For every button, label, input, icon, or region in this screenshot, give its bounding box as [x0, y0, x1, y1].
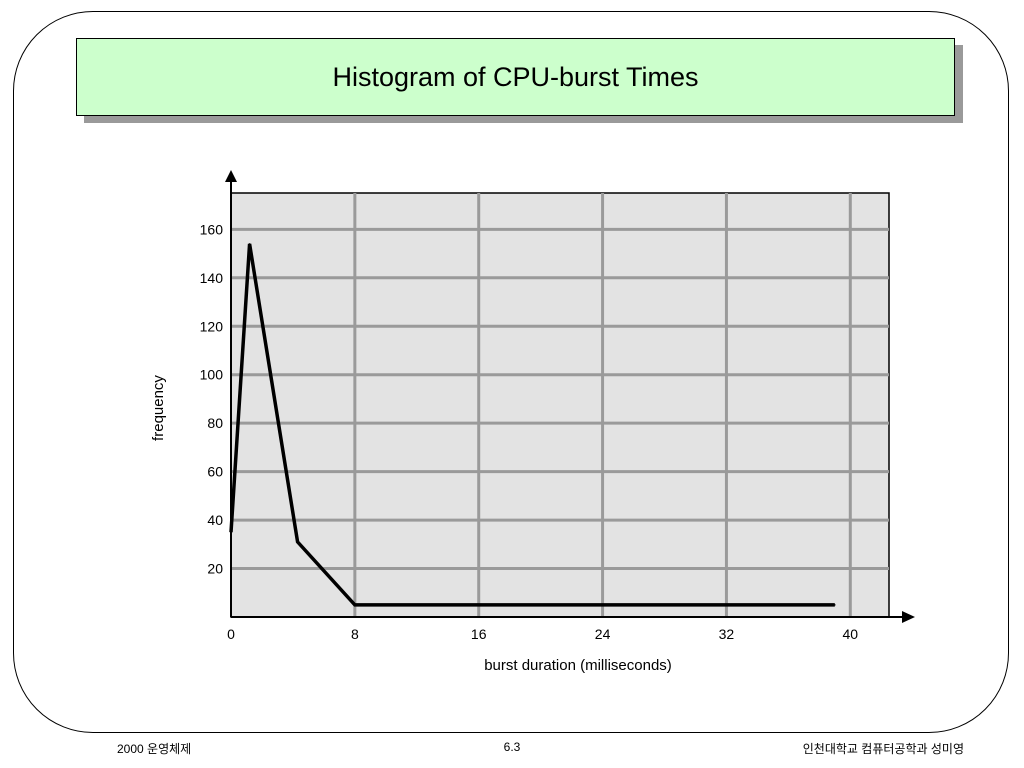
axes [225, 170, 915, 623]
data-point [354, 604, 356, 606]
data-point [834, 604, 836, 606]
x-tick-label: 40 [843, 626, 859, 642]
x-tick-label: 0 [227, 626, 235, 642]
series-layer [229, 243, 836, 607]
x-axis-arrow [902, 611, 915, 623]
x-tick-label: 8 [351, 626, 359, 642]
y-axis-arrow [225, 170, 237, 182]
y-tick-label: 120 [200, 318, 224, 334]
x-tick-label: 16 [471, 626, 487, 642]
footer-page-number: 6.3 [503, 740, 521, 754]
grid-lines [231, 193, 889, 617]
y-tick-label: 140 [200, 270, 224, 286]
y-tick-label: 80 [207, 415, 223, 431]
x-axis-title: burst duration (milliseconds) [484, 657, 672, 674]
data-point [230, 531, 232, 533]
y-tick-label: 40 [207, 512, 223, 528]
y-tick-label: 60 [207, 464, 223, 480]
plot-area [230, 192, 890, 618]
y-tick-label: 160 [200, 221, 224, 237]
y-tick-label: 20 [207, 561, 223, 577]
footer-author: 인천대학교 컴퓨터공학과 성미영 [802, 742, 964, 756]
tick-labels: 0 8 16 24 32 40 20 40 60 80 100 120 140 160 [200, 221, 859, 642]
slide-title: Histogram of CPU-burst Times [332, 61, 699, 92]
data-point [296, 541, 299, 543]
footer-course: 2000 운영체제 [117, 742, 192, 756]
x-tick-label: 24 [595, 626, 611, 642]
title-box: Histogram of CPU-burst Times [76, 38, 955, 116]
y-tick-label: 100 [200, 367, 224, 383]
data-point [248, 243, 251, 245]
x-tick-label: 32 [719, 626, 735, 642]
y-axis-title: frequency [150, 375, 167, 441]
